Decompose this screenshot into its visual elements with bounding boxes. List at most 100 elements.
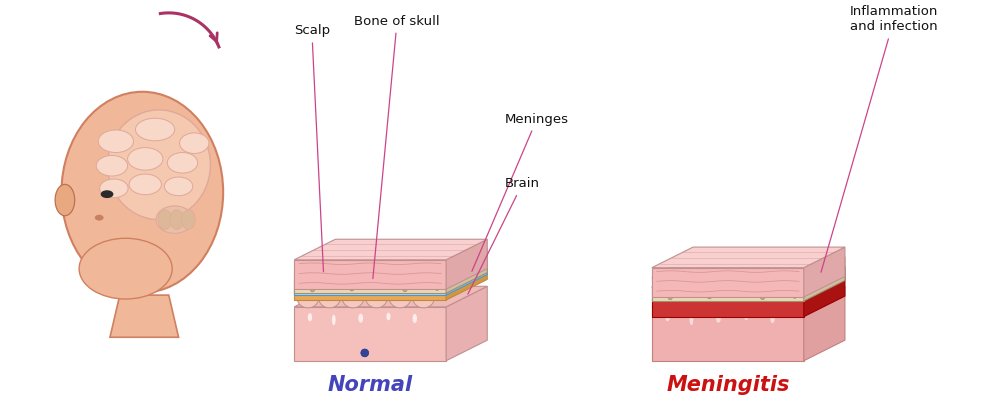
Polygon shape <box>652 267 845 287</box>
Ellipse shape <box>366 288 387 308</box>
Polygon shape <box>804 286 845 361</box>
Polygon shape <box>652 277 804 301</box>
Ellipse shape <box>758 275 774 280</box>
Ellipse shape <box>782 275 795 281</box>
Ellipse shape <box>742 307 754 334</box>
Ellipse shape <box>96 156 128 176</box>
Circle shape <box>765 286 769 290</box>
Circle shape <box>365 261 369 265</box>
Circle shape <box>408 252 412 256</box>
Circle shape <box>746 293 750 297</box>
Polygon shape <box>446 259 487 295</box>
Ellipse shape <box>128 148 163 170</box>
Polygon shape <box>652 287 804 317</box>
Circle shape <box>315 278 319 283</box>
Ellipse shape <box>770 314 775 323</box>
Polygon shape <box>294 249 487 269</box>
Circle shape <box>315 279 320 283</box>
Circle shape <box>701 285 705 289</box>
Ellipse shape <box>79 238 172 299</box>
Ellipse shape <box>308 313 312 321</box>
Circle shape <box>762 285 767 289</box>
Circle shape <box>396 276 401 280</box>
Polygon shape <box>804 267 845 317</box>
Ellipse shape <box>768 307 781 340</box>
Circle shape <box>777 291 781 295</box>
Circle shape <box>668 295 672 300</box>
Circle shape <box>408 274 412 278</box>
Ellipse shape <box>744 312 748 320</box>
Circle shape <box>436 254 440 258</box>
Circle shape <box>754 284 758 288</box>
Circle shape <box>323 265 327 268</box>
Polygon shape <box>446 267 487 300</box>
Ellipse shape <box>700 288 721 308</box>
Ellipse shape <box>101 190 113 198</box>
Ellipse shape <box>386 312 391 320</box>
Circle shape <box>350 287 354 291</box>
Circle shape <box>687 290 691 295</box>
Ellipse shape <box>413 288 434 308</box>
Circle shape <box>403 287 407 292</box>
Ellipse shape <box>413 314 417 323</box>
Polygon shape <box>294 239 487 260</box>
Ellipse shape <box>55 184 75 216</box>
Polygon shape <box>294 279 446 295</box>
Circle shape <box>343 277 348 281</box>
Circle shape <box>707 295 712 299</box>
Circle shape <box>401 264 405 268</box>
Circle shape <box>319 283 323 287</box>
Circle shape <box>360 274 364 279</box>
Ellipse shape <box>676 288 698 308</box>
Circle shape <box>376 271 380 276</box>
Polygon shape <box>294 259 487 279</box>
Circle shape <box>419 283 423 287</box>
Text: Meninges: Meninges <box>472 113 569 271</box>
Polygon shape <box>294 267 487 287</box>
Circle shape <box>388 285 393 289</box>
Ellipse shape <box>687 281 704 285</box>
Ellipse shape <box>410 307 423 340</box>
Ellipse shape <box>305 307 318 336</box>
Ellipse shape <box>384 307 396 334</box>
Ellipse shape <box>727 267 737 275</box>
Ellipse shape <box>819 267 837 277</box>
Ellipse shape <box>95 215 104 220</box>
Ellipse shape <box>389 288 411 308</box>
Ellipse shape <box>714 307 727 339</box>
Ellipse shape <box>688 307 698 344</box>
Circle shape <box>364 274 368 278</box>
Ellipse shape <box>156 206 193 233</box>
Circle shape <box>361 349 369 357</box>
Ellipse shape <box>330 307 341 344</box>
Text: Brain: Brain <box>468 177 540 294</box>
Ellipse shape <box>690 315 693 325</box>
Ellipse shape <box>98 130 133 152</box>
Circle shape <box>717 293 721 297</box>
Text: Normal: Normal <box>328 375 413 395</box>
Circle shape <box>721 282 726 286</box>
Text: Scalp: Scalp <box>294 24 330 272</box>
Circle shape <box>447 252 451 256</box>
Ellipse shape <box>297 288 319 308</box>
Ellipse shape <box>332 315 336 325</box>
Circle shape <box>721 279 725 283</box>
Ellipse shape <box>319 288 340 308</box>
Ellipse shape <box>358 314 363 323</box>
Circle shape <box>329 282 334 287</box>
Polygon shape <box>804 257 845 301</box>
Circle shape <box>760 295 765 300</box>
Ellipse shape <box>770 268 789 273</box>
Ellipse shape <box>167 152 198 173</box>
Ellipse shape <box>663 307 676 336</box>
Circle shape <box>310 288 315 292</box>
Ellipse shape <box>655 288 676 308</box>
Circle shape <box>673 287 677 291</box>
Polygon shape <box>446 239 487 289</box>
Polygon shape <box>804 247 845 297</box>
Circle shape <box>765 282 770 286</box>
Polygon shape <box>294 269 446 293</box>
Circle shape <box>793 294 797 298</box>
Circle shape <box>363 271 368 275</box>
Circle shape <box>320 259 324 262</box>
